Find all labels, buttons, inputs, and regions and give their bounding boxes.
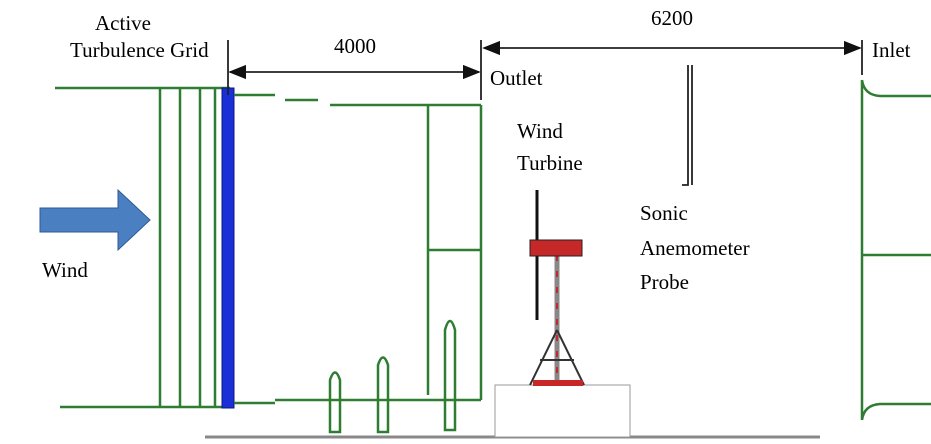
turbulence-grid (55, 86, 235, 409)
label: Turbine (517, 151, 583, 175)
label: Wind (42, 258, 88, 282)
supports (328, 319, 457, 434)
label: Probe (640, 270, 689, 294)
wind-turbine (494, 190, 631, 438)
dimension-label: 6200 (651, 6, 693, 30)
label: Turbulence Grid (70, 38, 209, 62)
label: Anemometer (640, 236, 750, 260)
label: Inlet (872, 38, 911, 62)
anemometer-probe (682, 65, 693, 186)
dimension-lines (227, 40, 863, 100)
inlet-bell (860, 79, 931, 421)
label: Wind (517, 119, 563, 143)
label: Sonic (640, 201, 688, 225)
label: Active (95, 11, 151, 35)
label: Outlet (490, 66, 543, 90)
dimension-label: 4000 (334, 34, 376, 58)
wind-arrow (39, 188, 151, 252)
